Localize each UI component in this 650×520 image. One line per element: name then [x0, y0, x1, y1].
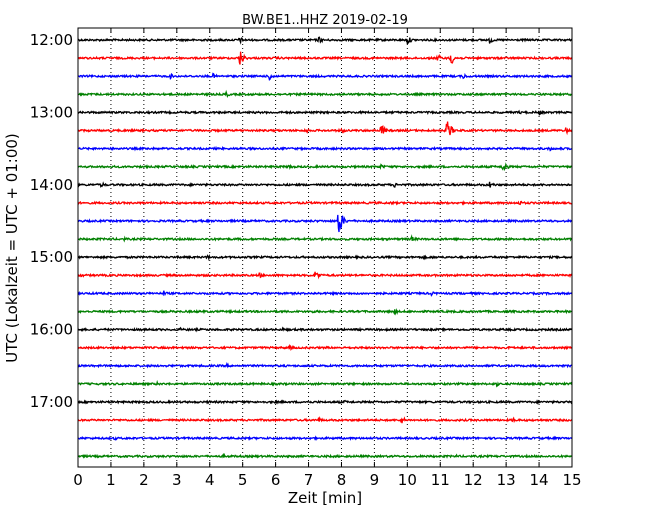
seismic-trace [77, 89, 573, 98]
x-tick-label: 6 [271, 471, 281, 489]
x-tick-label: 14 [530, 471, 549, 489]
seismic-trace [77, 308, 573, 316]
seismic-trace [77, 435, 573, 441]
x-tick-label: 11 [431, 471, 450, 489]
y-tick-label: 17:00 [30, 393, 73, 411]
seismic-trace [78, 271, 573, 280]
seismic-trace [77, 361, 572, 369]
x-tick-label: 0 [73, 471, 83, 489]
y-tick-label: 15:00 [30, 248, 73, 266]
x-axis-label: Zeit [min] [288, 489, 362, 507]
x-tick-label: 15 [562, 471, 581, 489]
y-tick-label: 12:00 [30, 31, 73, 49]
y-axis-label: UTC (Lokalzeit = UTC + 01:00) [3, 133, 21, 363]
y-tick-label: 14:00 [30, 176, 73, 194]
x-tick-label: 1 [106, 471, 116, 489]
seismic-trace [77, 121, 573, 136]
seismic-trace [77, 379, 573, 388]
seismic-trace [77, 452, 572, 459]
seismic-trace [77, 344, 573, 351]
x-tick-label: 7 [304, 471, 314, 489]
x-tick-label: 2 [139, 471, 149, 489]
y-tick-label: 16:00 [30, 321, 73, 339]
seismic-trace [77, 181, 572, 188]
seismic-trace [77, 72, 573, 81]
seismic-trace [77, 290, 573, 297]
seismic-trace [77, 109, 573, 116]
seismic-trace [77, 326, 573, 333]
x-tick-label: 8 [337, 471, 347, 489]
x-tick-label: 13 [497, 471, 516, 489]
seismic-trace [77, 51, 573, 65]
seismic-trace [77, 162, 573, 172]
y-tick-label: 13:00 [30, 103, 73, 121]
seismic-trace [77, 253, 573, 262]
x-tick-label: 5 [238, 471, 248, 489]
x-tick-label: 12 [464, 471, 483, 489]
seismic-trace [77, 36, 573, 45]
seismic-trace [77, 214, 573, 233]
seismic-trace [78, 234, 572, 243]
plot-area: 0 1 2 3 4 5 6 7 8 9 10 11 12 13 14 1512:0013:0014:0015:… [30, 27, 582, 489]
seismic-trace [77, 199, 572, 206]
seismic-trace [77, 399, 573, 405]
x-tick-label: 3 [172, 471, 182, 489]
seismic-trace [77, 145, 572, 152]
chart-title: BW.BE1..HHZ 2019-02-19 [242, 13, 408, 28]
x-tick-label: 10 [398, 471, 417, 489]
x-tick-label: 4 [205, 471, 215, 489]
plot-frame [77, 27, 573, 468]
x-tick-label: 9 [370, 471, 380, 489]
seismic-trace [77, 416, 573, 424]
